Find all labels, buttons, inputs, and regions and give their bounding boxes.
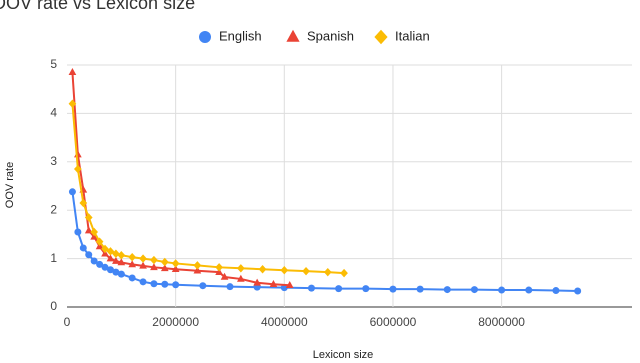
legend-label: English (219, 28, 262, 43)
data-point (193, 261, 202, 270)
data-point (150, 280, 158, 288)
data-point (280, 266, 289, 275)
series-line (71, 72, 290, 287)
data-point (106, 266, 114, 274)
data-point (112, 249, 120, 258)
data-point (139, 261, 147, 269)
data-point (79, 198, 88, 208)
data-point (340, 268, 348, 278)
data-point (128, 260, 137, 268)
data-point (269, 280, 278, 288)
data-point (443, 286, 451, 294)
y-tick-label: 4 (50, 106, 57, 120)
data-point (236, 264, 245, 273)
data-point (101, 263, 109, 271)
data-point (220, 272, 229, 280)
data-point (389, 285, 397, 293)
data-point (74, 150, 82, 158)
data-point (307, 284, 315, 292)
data-point (498, 286, 506, 294)
data-point (362, 285, 370, 293)
data-point (112, 268, 120, 276)
legend-marker (374, 29, 388, 45)
data-point (236, 274, 245, 282)
data-point (161, 280, 169, 288)
x-tick-label: 2000000 (152, 315, 199, 329)
data-point (96, 260, 104, 268)
chart-title: OOV rate vs Lexicon size (0, 0, 195, 13)
data-point (171, 265, 180, 273)
data-point (525, 286, 533, 294)
data-point (302, 266, 310, 276)
legend-marker (199, 31, 211, 43)
data-point (74, 164, 82, 174)
data-point (139, 254, 147, 263)
data-point (335, 285, 343, 293)
x-axis-label: Lexicon size (313, 349, 374, 361)
data-point (574, 287, 582, 295)
data-point (117, 270, 125, 278)
data-point (68, 188, 76, 196)
data-point (90, 257, 98, 265)
data-point (160, 264, 169, 272)
data-point (199, 282, 207, 290)
series-line (71, 103, 345, 275)
data-point (128, 252, 137, 262)
data-point (117, 258, 126, 266)
data-point (171, 259, 180, 268)
data-point (84, 226, 93, 234)
data-point (106, 254, 115, 262)
legend-marker (286, 29, 300, 42)
x-tick-label: 6000000 (370, 315, 417, 329)
data-point (172, 281, 180, 289)
data-point (258, 265, 267, 274)
data-point (470, 286, 478, 294)
data-point (193, 266, 202, 274)
data-point (95, 237, 104, 246)
data-point (90, 227, 99, 237)
data-point (160, 257, 169, 267)
data-point (79, 244, 87, 252)
y-tick-label: 5 (50, 57, 57, 71)
y-tick-label: 0 (50, 299, 57, 313)
data-point (416, 285, 424, 293)
data-point (323, 267, 332, 277)
y-axis-label: OOV rate (4, 162, 16, 208)
data-point (84, 213, 93, 222)
y-tick-label: 3 (50, 154, 57, 168)
y-tick-label: 2 (50, 202, 57, 216)
data-point (85, 251, 93, 259)
data-point (106, 247, 115, 256)
y-tick-label: 1 (50, 251, 57, 265)
data-point (68, 99, 77, 108)
data-point (139, 278, 147, 286)
data-point (112, 256, 120, 264)
x-tick-label: 0 (64, 315, 71, 329)
data-point (215, 263, 223, 272)
data-point (285, 281, 294, 289)
data-point (68, 68, 77, 76)
legend-label: Italian (395, 28, 430, 43)
data-point (552, 287, 560, 295)
data-point (128, 274, 136, 282)
data-point (150, 263, 158, 271)
data-point (117, 251, 126, 260)
data-point (226, 283, 234, 291)
data-point (150, 255, 158, 265)
data-point (74, 228, 82, 236)
data-point (253, 278, 261, 286)
x-tick-label: 8000000 (478, 315, 525, 329)
x-tick-label: 4000000 (261, 315, 308, 329)
legend-label: Spanish (307, 28, 354, 43)
